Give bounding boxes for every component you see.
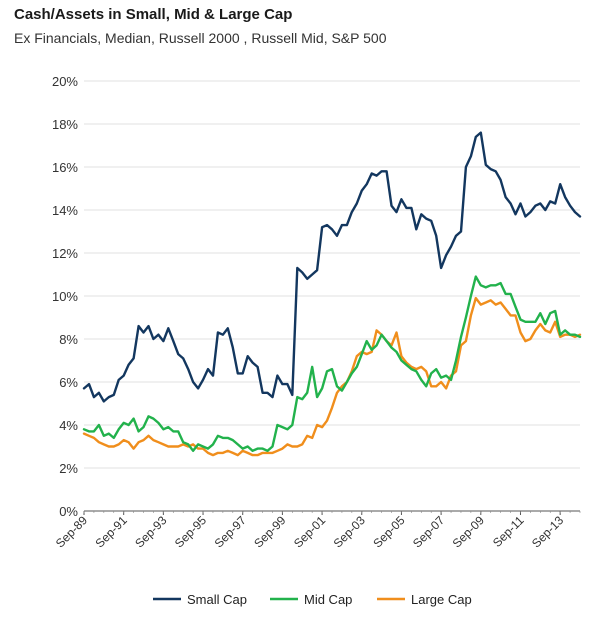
y-tick-label: 4%	[59, 418, 78, 433]
x-tick-label: Sep-91	[93, 513, 130, 550]
x-tick-label: Sep-01	[291, 513, 328, 550]
y-tick-label: 18%	[52, 117, 78, 132]
y-tick-label: 6%	[59, 375, 78, 390]
series-lines	[82, 131, 582, 457]
chart-title: Cash/Assets in Small, Mid & Large Cap	[14, 6, 293, 23]
x-tick-label: Sep-99	[251, 513, 288, 550]
x-tick-label: Sep-09	[450, 513, 487, 550]
y-tick-label: 8%	[59, 332, 78, 347]
x-tick-label: Sep-05	[370, 513, 407, 550]
legend-label: Small Cap	[187, 592, 247, 607]
series-line-small-cap	[82, 131, 582, 403]
y-tick-label: 20%	[52, 74, 78, 89]
series-line-mid-cap	[82, 275, 582, 452]
series-line-large-cap	[82, 296, 582, 457]
x-tick-label: Sep-93	[132, 513, 169, 550]
x-tick-label: Sep-03	[331, 513, 368, 550]
y-tick-label: 16%	[52, 160, 78, 175]
y-tick-label: 10%	[52, 289, 78, 304]
x-tick-label: Sep-13	[529, 513, 566, 550]
chart-subtitle: Ex Financials, Median, Russell 2000 , Ru…	[14, 30, 387, 46]
y-tick-label: 2%	[59, 461, 78, 476]
y-tick-label: 0%	[59, 504, 78, 519]
y-tick-label: 12%	[52, 246, 78, 261]
legend: Small Cap Mid Cap Large Cap	[153, 592, 472, 607]
y-axis: 0% 2% 4% 6% 8% 10% 12% 14% 16% 18% 20%	[52, 74, 78, 519]
x-tick-label: Sep-11	[490, 513, 527, 550]
legend-label: Mid Cap	[304, 592, 352, 607]
x-tick-label: Sep-07	[410, 513, 447, 550]
x-axis: Sep-89 Sep-91 Sep-93 Sep-95 Sep-97 Sep-99 Sep-…	[53, 511, 581, 550]
x-tick-label: Sep-95	[172, 513, 209, 550]
x-tick-label: Sep-97	[212, 513, 249, 550]
legend-label: Large Cap	[411, 592, 472, 607]
gridlines	[84, 80, 580, 512]
y-tick-label: 14%	[52, 203, 78, 218]
